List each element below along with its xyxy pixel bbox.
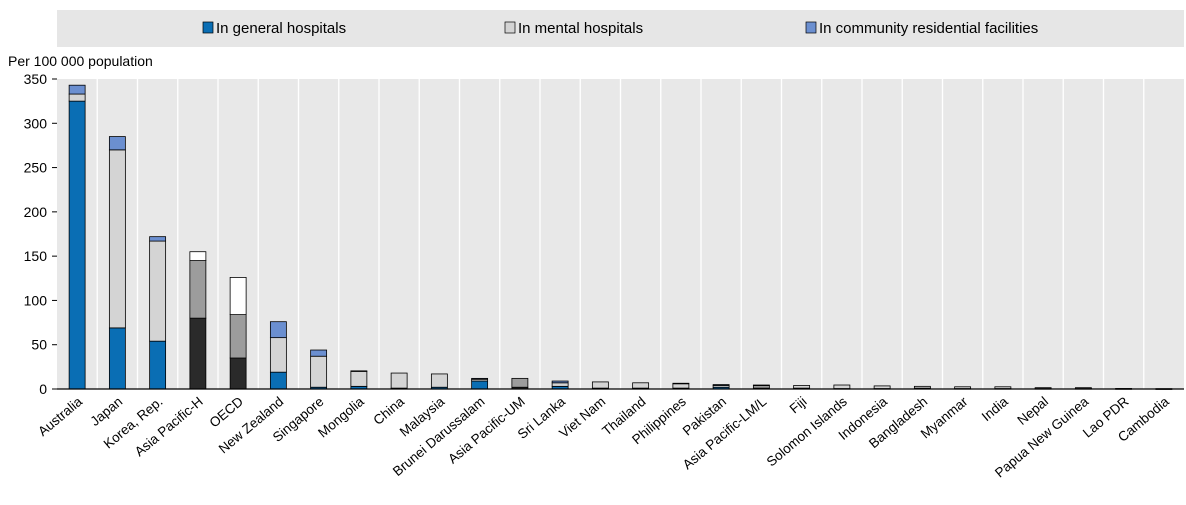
bar-asia-pacific-h-in-general-hospitals	[189, 317, 207, 390]
bar-philippines-in-mental-hospitals	[672, 383, 690, 389]
bar-asia-pacific-um-in-mental-hospitals	[511, 377, 529, 388]
bar-brunei-darussalam-in-general-hospitals	[471, 380, 489, 390]
bar-malaysia-in-mental-hospitals	[430, 373, 448, 388]
bar-group-viet-nam	[591, 381, 609, 390]
bar-mongolia-in-mental-hospitals	[350, 370, 368, 387]
bar-group-asia-pacific-um	[511, 377, 529, 390]
bar-group-korea-rep	[149, 236, 167, 390]
bar-bangladesh-in-mental-hospitals	[913, 385, 931, 389]
bar-group-japan	[108, 136, 126, 390]
y-axis-unit-label: Per 100 000 population	[8, 53, 153, 69]
bar-group-asia-pacific-h	[189, 251, 207, 390]
bar-group-pakistan	[712, 384, 730, 390]
bar-myanmar-in-mental-hospitals	[954, 386, 972, 389]
y-tick-label-200: 200	[24, 204, 48, 220]
bar-oecd-in-general-hospitals	[229, 357, 247, 390]
bar-indonesia-in-mental-hospitals	[873, 385, 891, 389]
x-tick-label-fiji: Fiji	[787, 394, 810, 417]
bar-asia-pacific-lm-l-in-community-residential-facilities	[752, 384, 770, 387]
bar-japan-in-mental-hospitals	[108, 149, 126, 329]
bar-group-thailand	[632, 382, 650, 390]
bar-fiji-in-mental-hospitals	[793, 385, 811, 389]
bar-sri-lanka-in-community-residential-facilities	[551, 380, 569, 384]
bar-philippines-in-community-residential-facilities	[672, 382, 690, 385]
bar-group-new-zealand	[269, 321, 287, 390]
y-tick-label-150: 150	[24, 248, 48, 264]
y-tick-label-50: 50	[31, 337, 47, 353]
bar-brunei-darussalam-in-community-residential-facilities	[471, 377, 489, 380]
y-tick-label-0: 0	[39, 381, 47, 397]
bar-asia-pacific-h-in-mental-hospitals	[189, 260, 207, 319]
bar-viet-nam-in-mental-hospitals	[591, 381, 609, 389]
bar-new-zealand-in-community-residential-facilities	[269, 321, 287, 339]
bar-asia-pacific-h-in-community-residential-facilities	[189, 251, 207, 261]
bar-korea-rep-in-community-residential-facilities	[149, 236, 167, 242]
bar-oecd-in-mental-hospitals	[229, 314, 247, 359]
bar-australia-in-general-hospitals	[68, 100, 86, 390]
bar-group-oecd	[229, 276, 247, 390]
bar-group-china	[390, 372, 408, 390]
bar-group-sri-lanka	[551, 380, 569, 390]
y-tick-label-350: 350	[24, 71, 48, 87]
bar-group-philippines	[672, 382, 690, 390]
bar-pakistan-in-community-residential-facilities	[712, 384, 730, 386]
y-tick-label-250: 250	[24, 160, 48, 176]
bar-singapore-in-mental-hospitals	[310, 355, 328, 388]
bar-group-australia	[68, 84, 86, 390]
y-tick-label-300: 300	[24, 115, 48, 131]
bar-group-malaysia	[430, 373, 448, 390]
x-tick-label-india: India	[979, 393, 1011, 424]
x-tick-label-mongolia: Mongolia	[315, 393, 367, 440]
bar-japan-in-general-hospitals	[108, 327, 126, 390]
bar-mongolia-in-community-residential-facilities	[350, 370, 368, 372]
bar-india-in-mental-hospitals	[994, 386, 1012, 389]
bar-korea-rep-in-mental-hospitals	[149, 240, 167, 342]
bar-solomon-islands-in-mental-hospitals	[833, 384, 851, 389]
bar-sri-lanka-in-mental-hospitals	[551, 382, 569, 387]
bar-australia-in-mental-hospitals	[68, 93, 86, 102]
legend-background	[57, 10, 1184, 47]
legend-swatch-in-community-residential-facilities	[805, 21, 817, 34]
legend: In general hospitals In mental hospitals I…	[57, 10, 1184, 47]
legend-label-in-mental-hospitals: In mental hospitals	[518, 20, 643, 37]
legend-swatch-in-general-hospitals	[202, 21, 214, 34]
legend-swatch-in-mental-hospitals	[504, 21, 516, 34]
y-tick-label-100: 100	[24, 292, 48, 308]
x-tick-label-australia: Australia	[35, 393, 85, 439]
bar-singapore-in-community-residential-facilities	[310, 349, 328, 357]
legend-label-in-community-residential-facilities: In community residential facilities	[819, 20, 1038, 37]
bar-australia-in-community-residential-facilities	[68, 84, 86, 95]
bar-china-in-mental-hospitals	[390, 372, 408, 389]
bar-japan-in-community-residential-facilities	[108, 136, 126, 151]
bar-group-singapore	[310, 349, 328, 390]
legend-label-in-general-hospitals: In general hospitals	[216, 20, 346, 37]
bar-new-zealand-in-mental-hospitals	[269, 337, 287, 373]
bar-korea-rep-in-general-hospitals	[149, 340, 167, 390]
bar-group-brunei-darussalam	[471, 377, 489, 390]
bar-thailand-in-mental-hospitals	[632, 382, 650, 389]
bar-group-mongolia	[350, 370, 368, 390]
bar-new-zealand-in-general-hospitals	[269, 371, 287, 390]
bar-oecd-in-community-residential-facilities	[229, 276, 247, 315]
